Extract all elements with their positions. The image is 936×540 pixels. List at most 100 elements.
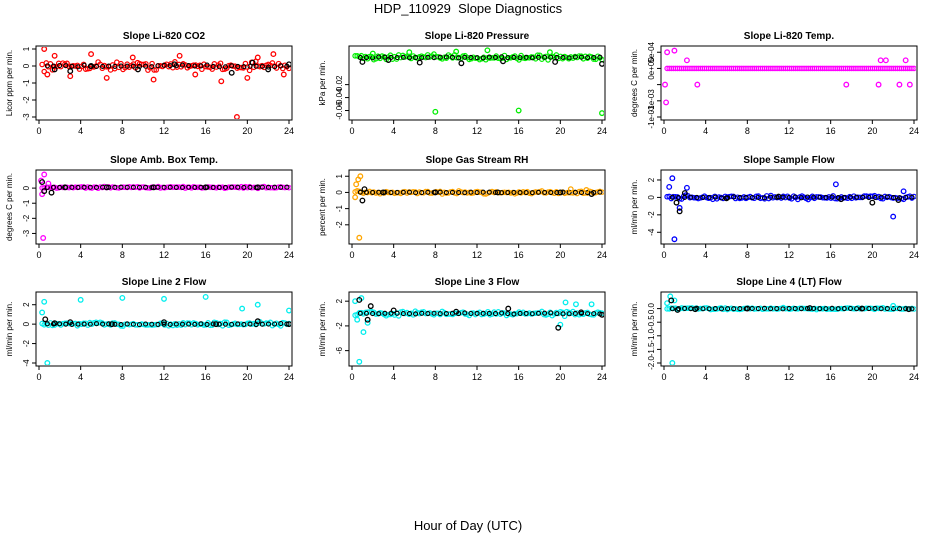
data-point — [744, 305, 751, 312]
mean-cloud-point — [81, 321, 87, 327]
data-point — [668, 297, 675, 304]
data-point — [664, 49, 671, 56]
y-tick-label: -0.5 — [647, 315, 656, 329]
data-point — [356, 234, 363, 241]
mean-cloud-point — [259, 63, 265, 69]
mean-cloud-point — [357, 189, 363, 195]
y-tick-label: -6 — [335, 347, 344, 355]
mean-cloud-point — [118, 184, 124, 190]
data-point — [119, 294, 126, 301]
data-point — [254, 301, 261, 308]
mean-cloud-point — [903, 306, 909, 312]
mean-cloud-point — [749, 194, 755, 201]
mean-cloud-point — [597, 54, 603, 60]
mean-cloud-point — [431, 55, 437, 61]
mean-cloud-point — [118, 321, 124, 328]
mean-cloud-point — [768, 194, 774, 200]
y-axis-label: degrees C per min. — [5, 173, 14, 241]
x-tick-label: 4 — [703, 126, 708, 136]
mean-cloud-point — [835, 306, 841, 312]
mean-cloud-point — [675, 194, 682, 201]
mean-cloud-point — [247, 63, 253, 69]
data-point — [192, 71, 199, 78]
mean-cloud-point — [394, 189, 400, 195]
mean-cloud-point — [572, 54, 578, 60]
x-tick-label: 24 — [597, 126, 607, 136]
data-point — [88, 51, 95, 58]
data-point — [588, 301, 595, 308]
data-point — [40, 235, 47, 241]
data-points — [352, 295, 604, 365]
mean-cloud-point — [241, 64, 247, 70]
mean-cloud-point — [523, 54, 529, 60]
mean-cloud-point — [572, 310, 578, 317]
y-axis-label: ml/min per min. — [318, 302, 327, 357]
mean-cloud-point — [179, 184, 186, 191]
mean-cloud-point — [712, 305, 718, 312]
x-tick-label: 12 — [159, 372, 169, 382]
mean-cloud-point — [57, 321, 63, 327]
data-point — [41, 188, 48, 195]
mean-cloud-point — [492, 189, 499, 196]
cloud-point — [199, 66, 205, 73]
mean-cloud-point — [866, 306, 872, 312]
data-point — [280, 71, 287, 78]
data-point — [67, 68, 74, 75]
data-point — [573, 301, 579, 308]
mean-cloud-point — [247, 321, 253, 327]
data-point — [39, 309, 46, 316]
mean-cloud-point — [560, 54, 566, 61]
data-point — [233, 114, 240, 119]
mean-cloud-point — [210, 184, 216, 190]
panel-6: Slope Sample Flow ml/min per min. 0 4 8 12 16 2… — [630, 155, 919, 260]
data-point — [218, 78, 225, 85]
mean-cloud-point — [112, 63, 118, 69]
data-point — [505, 305, 512, 312]
x-tick-label: 20 — [867, 250, 877, 260]
mean-cloud-point — [57, 184, 63, 190]
mean-cloud-point — [542, 310, 548, 316]
mean-cloud-point — [823, 306, 829, 312]
data-point — [361, 186, 368, 193]
mean-cloud-point — [57, 62, 63, 69]
y-tick-label: -2 — [647, 211, 656, 219]
mean-cloud-point — [143, 321, 149, 327]
mean-cloud-point — [737, 194, 743, 200]
mean-cloud-point — [413, 54, 419, 61]
cloud-point — [590, 56, 597, 62]
mean-cloud-point — [400, 189, 406, 195]
data-point — [161, 295, 167, 302]
data-point — [150, 76, 157, 83]
mean-cloud-point — [419, 190, 425, 196]
data-points — [664, 293, 916, 365]
mean-cloud-point — [382, 310, 388, 316]
mean-cloud-point — [505, 189, 511, 196]
y-tick-label: -0.02 — [335, 75, 344, 94]
data-point — [270, 51, 277, 58]
mean-cloud-point — [431, 310, 437, 316]
mean-cloud-point — [449, 189, 456, 195]
mean-cloud-point — [370, 311, 376, 317]
data-point — [555, 324, 562, 331]
mean-cloud-point — [173, 184, 179, 190]
mean-cloud-point — [229, 184, 235, 190]
y-tick-label: -1.0 — [647, 328, 656, 342]
data-point — [671, 236, 678, 243]
mean-cloud-point — [505, 55, 511, 61]
data-point — [494, 189, 501, 196]
mean-cloud-point — [222, 321, 229, 327]
x-tick-label: 16 — [826, 126, 836, 136]
mean-cloud-point — [591, 311, 597, 317]
data-point — [599, 311, 604, 318]
mean-cloud-point — [572, 189, 578, 195]
x-tick-label: 24 — [597, 372, 607, 382]
mean-cloud-point — [523, 310, 529, 316]
data-point — [599, 60, 604, 67]
panel-title: Slope Li-820 CO2 — [123, 31, 206, 42]
mean-cloud-point — [798, 306, 804, 312]
data-point — [676, 204, 683, 211]
mean-cloud-point — [192, 63, 198, 69]
x-tick-label: 20 — [867, 126, 877, 136]
data-point — [432, 189, 439, 196]
